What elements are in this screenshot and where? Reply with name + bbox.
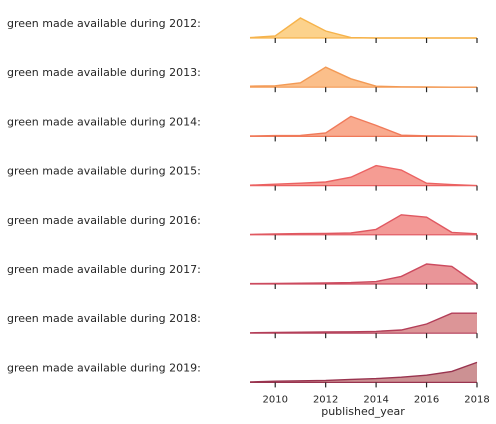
ridge-area <box>250 67 477 88</box>
x-tick-label: 2012 <box>313 394 338 405</box>
x-axis: 2010 2012 2014 2016 2018 <box>262 394 489 405</box>
x-tick-label: 2010 <box>262 394 287 405</box>
ridge-row: green made available during 2014: <box>7 115 478 142</box>
ridge-label: green made available during 2014: <box>7 115 201 128</box>
ridge-label: green made available during 2019: <box>7 361 201 374</box>
ridge-area <box>250 362 477 383</box>
ridge-line <box>249 214 478 236</box>
ridge-label: green made available during 2015: <box>7 165 201 178</box>
ridge-line <box>249 361 478 383</box>
x-tick-label: 2014 <box>363 394 388 405</box>
ridge-row: green made available during 2019: <box>7 361 478 388</box>
ridge-area <box>250 214 477 235</box>
ridge-line <box>249 312 477 334</box>
ridge-row: green made available during 2016: <box>7 214 478 240</box>
ridges: green made available during 2012: green m… <box>7 17 478 388</box>
ridge-label: green made available during 2016: <box>7 214 201 227</box>
ridge-area <box>250 264 477 284</box>
ridge-label: green made available during 2017: <box>7 263 201 276</box>
ridge-label: green made available during 2018: <box>7 312 201 325</box>
ridge-line <box>249 263 478 285</box>
ridge-line <box>249 164 478 187</box>
ridge-area <box>250 313 477 334</box>
ridge-area <box>250 18 477 38</box>
x-axis-label: published_year <box>321 405 405 418</box>
ridge-row: green made available during 2018: <box>7 312 478 339</box>
x-tick-label: 2018 <box>464 394 489 405</box>
ridge-label: green made available during 2013: <box>7 66 201 79</box>
ridge-row: green made available during 2012: <box>7 17 478 43</box>
ridge-label: green made available during 2012: <box>7 17 201 30</box>
ridge-area <box>250 116 477 137</box>
ridge-area <box>250 165 477 186</box>
ridge-row: green made available during 2015: <box>7 164 478 191</box>
ridge-row: green made available during 2017: <box>7 263 478 289</box>
ridge-row: green made available during 2013: <box>7 66 478 93</box>
x-tick-label: 2016 <box>414 394 439 405</box>
